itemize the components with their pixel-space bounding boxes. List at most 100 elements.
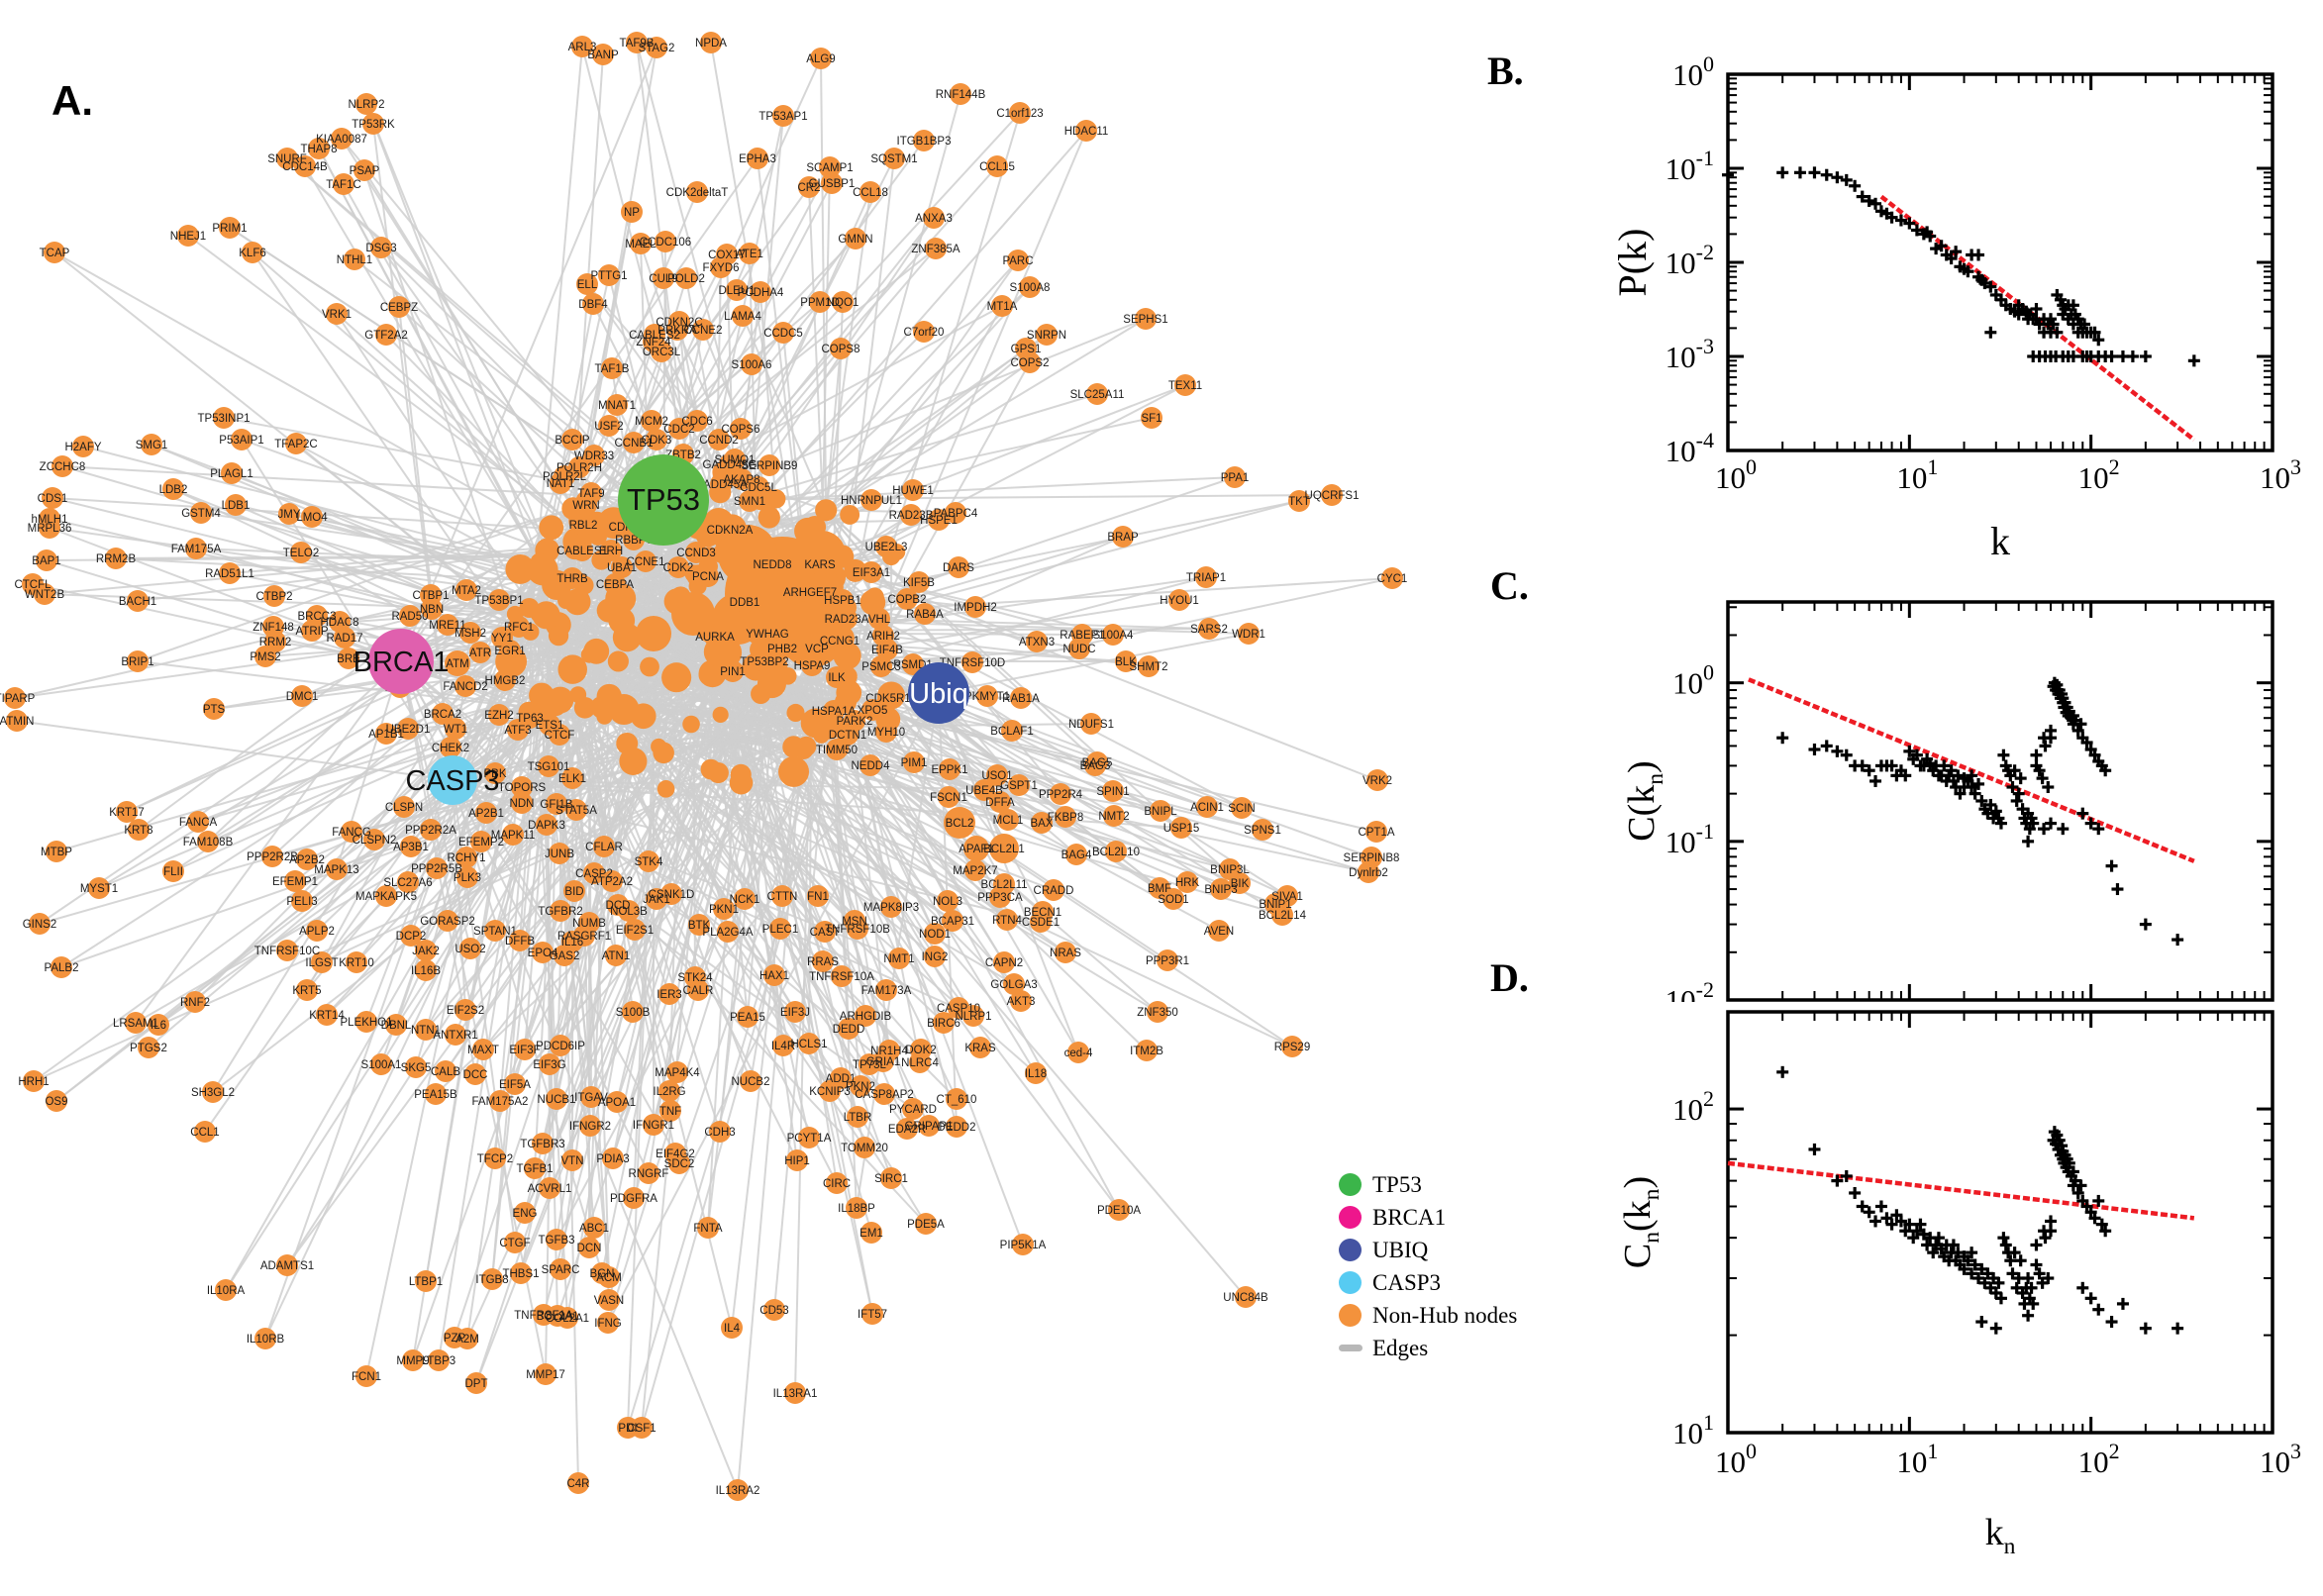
non-hub-node[interactable]: [561, 767, 583, 789]
non-hub-node[interactable]: [854, 1137, 875, 1158]
non-hub-node[interactable]: [162, 860, 184, 882]
non-hub-node[interactable]: [772, 105, 794, 127]
non-hub-node[interactable]: [847, 1106, 868, 1128]
non-hub-node[interactable]: [582, 293, 604, 315]
non-hub-node[interactable]: [697, 565, 719, 587]
non-hub-node[interactable]: [415, 940, 437, 961]
non-hub-node[interactable]: [1141, 407, 1162, 429]
non-hub-node[interactable]: [554, 945, 575, 966]
non-hub-node[interactable]: [731, 468, 753, 490]
non-hub-node[interactable]: [494, 669, 516, 691]
non-hub-node[interactable]: [532, 942, 554, 963]
non-hub-node[interactable]: [675, 267, 697, 289]
non-hub-node[interactable]: [1031, 812, 1053, 834]
non-hub-node[interactable]: [420, 819, 442, 841]
non-hub-node[interactable]: [263, 585, 285, 607]
non-hub-node[interactable]: [798, 1127, 820, 1148]
non-hub-node[interactable]: [1043, 879, 1064, 901]
hub-node-tp53[interactable]: [618, 454, 709, 546]
non-hub-node[interactable]: [880, 896, 902, 918]
non-hub-node-large[interactable]: [636, 616, 671, 651]
non-hub-node[interactable]: [296, 848, 318, 870]
non-hub-node[interactable]: [896, 588, 918, 610]
non-hub-node[interactable]: [1010, 687, 1032, 709]
non-hub-node[interactable]: [561, 1149, 583, 1171]
non-hub-node[interactable]: [1068, 638, 1090, 659]
non-hub-node[interactable]: [1365, 821, 1387, 843]
non-hub-node[interactable]: [643, 331, 664, 352]
non-hub-node[interactable]: [34, 583, 55, 605]
non-hub-node[interactable]: [606, 394, 628, 416]
non-hub-node[interactable]: [888, 948, 910, 969]
non-hub-node[interactable]: [536, 814, 557, 836]
non-hub-node[interactable]: [623, 432, 645, 453]
non-hub-node[interactable]: [375, 723, 397, 745]
non-hub-node[interactable]: [826, 666, 848, 688]
non-hub-node[interactable]: [1075, 120, 1097, 142]
non-hub-node[interactable]: [778, 755, 810, 787]
non-hub-node[interactable]: [341, 821, 362, 843]
non-hub-node[interactable]: [722, 660, 744, 682]
non-hub-node[interactable]: [757, 623, 778, 645]
non-hub-node[interactable]: [445, 718, 466, 740]
non-hub-node[interactable]: [815, 499, 838, 522]
non-hub-node[interactable]: [573, 925, 595, 947]
non-hub-node[interactable]: [426, 857, 448, 879]
non-hub-node[interactable]: [459, 938, 481, 959]
non-hub-node[interactable]: [666, 1061, 688, 1083]
non-hub-node[interactable]: [623, 1187, 645, 1209]
non-hub-node[interactable]: [836, 608, 858, 630]
non-hub-node[interactable]: [344, 249, 365, 270]
non-hub-node[interactable]: [658, 983, 680, 1005]
non-hub-node[interactable]: [465, 1372, 487, 1394]
non-hub-node[interactable]: [726, 279, 748, 301]
non-hub-node[interactable]: [538, 755, 559, 777]
non-hub-node[interactable]: [326, 858, 348, 880]
non-hub-node[interactable]: [850, 1075, 871, 1097]
non-hub-node[interactable]: [1288, 490, 1310, 512]
non-hub-node[interactable]: [1252, 819, 1273, 841]
non-hub-node[interactable]: [640, 656, 659, 677]
non-hub-node[interactable]: [375, 885, 397, 907]
non-hub-node[interactable]: [635, 550, 656, 572]
non-hub-node[interactable]: [923, 207, 945, 229]
non-hub-node[interactable]: [946, 1088, 967, 1110]
non-hub-node[interactable]: [291, 890, 313, 912]
non-hub-node[interactable]: [306, 920, 328, 942]
non-hub-node[interactable]: [36, 549, 57, 571]
non-hub-node[interactable]: [50, 956, 72, 978]
non-hub-node[interactable]: [294, 155, 316, 177]
non-hub-node[interactable]: [428, 1349, 450, 1371]
non-hub-node[interactable]: [261, 846, 283, 867]
non-hub-node[interactable]: [539, 515, 564, 541]
non-hub-node[interactable]: [583, 638, 610, 664]
non-hub-node[interactable]: [225, 494, 247, 516]
non-hub-node[interactable]: [331, 128, 353, 150]
non-hub-node[interactable]: [456, 866, 478, 888]
non-hub-node[interactable]: [950, 83, 971, 105]
non-hub-node[interactable]: [928, 509, 950, 531]
non-hub-node[interactable]: [730, 418, 752, 440]
non-hub-node[interactable]: [646, 429, 667, 450]
non-hub-node[interactable]: [721, 1317, 743, 1339]
non-hub-node[interactable]: [4, 687, 26, 709]
non-hub-node[interactable]: [405, 1056, 427, 1078]
non-hub-node[interactable]: [732, 305, 754, 327]
non-hub-node[interactable]: [592, 44, 614, 65]
non-hub-node[interactable]: [686, 410, 708, 432]
non-hub-node[interactable]: [576, 273, 598, 295]
non-hub-node[interactable]: [875, 721, 897, 743]
non-hub-node[interactable]: [656, 780, 675, 798]
non-hub-node[interactable]: [729, 770, 754, 795]
non-hub-node[interactable]: [415, 1270, 437, 1292]
non-hub-node[interactable]: [475, 802, 497, 824]
non-hub-node[interactable]: [621, 201, 643, 223]
non-hub-node[interactable]: [660, 883, 682, 905]
non-hub-node[interactable]: [565, 799, 587, 821]
non-hub-node[interactable]: [213, 407, 235, 429]
non-hub-node[interactable]: [399, 605, 421, 627]
non-hub-node[interactable]: [6, 710, 28, 732]
non-hub-node[interactable]: [1080, 713, 1102, 735]
non-hub-node[interactable]: [593, 836, 615, 857]
non-hub-node[interactable]: [786, 1149, 808, 1171]
